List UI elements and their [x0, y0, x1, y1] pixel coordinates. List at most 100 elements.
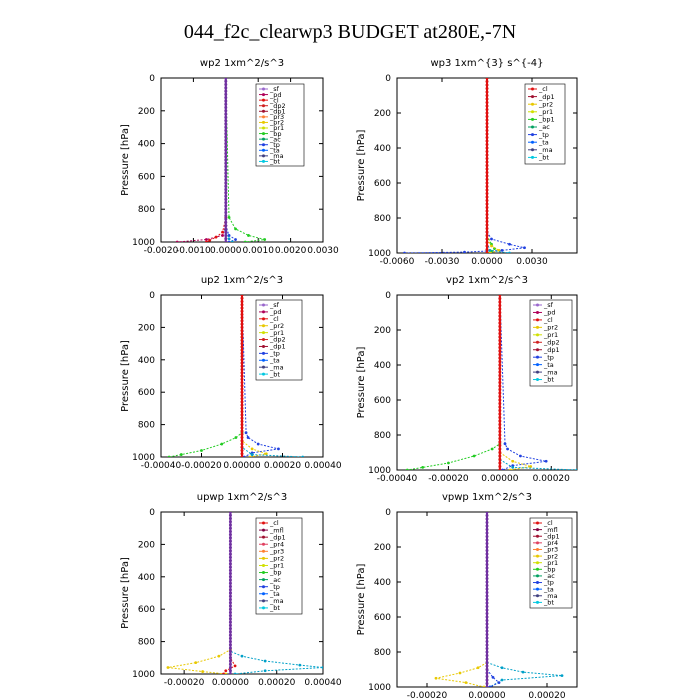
legend-marker — [536, 378, 539, 382]
series-point — [403, 251, 406, 253]
y-tick-label: 400 — [374, 144, 391, 154]
legend-entry: _pr2 — [269, 322, 284, 330]
series-point — [224, 119, 228, 123]
legend-marker — [262, 372, 265, 376]
series-point — [485, 664, 489, 668]
series-point — [485, 171, 489, 174]
series-point — [240, 351, 244, 355]
y-tick-label: 1000 — [132, 238, 155, 248]
y-tick-label: 0 — [149, 291, 155, 301]
series-point — [498, 430, 502, 433]
series-point — [227, 216, 231, 219]
series-point — [485, 640, 489, 643]
legend-marker — [262, 344, 265, 348]
series-point — [240, 355, 244, 359]
legend-entry: _sf — [269, 85, 280, 93]
series-group — [403, 78, 526, 253]
series-point — [485, 139, 489, 143]
legend-entry: _cl — [269, 96, 279, 104]
x-tick-label: 0.00020 — [528, 691, 565, 700]
legend-marker — [536, 547, 539, 551]
series-point — [224, 135, 228, 139]
series-point — [485, 570, 489, 573]
series-point — [240, 319, 244, 323]
legend-marker — [262, 104, 265, 108]
series-point — [485, 633, 489, 636]
legend-entry: _pr1 — [269, 329, 284, 337]
legend-entry: _ta — [269, 590, 280, 598]
series-point — [240, 397, 244, 401]
y-tick-label: 800 — [138, 638, 155, 648]
series-point — [485, 223, 489, 227]
series-point — [434, 676, 438, 680]
series-point — [166, 666, 170, 669]
series-point — [228, 568, 232, 572]
y-axis-label: Pressure [hPa] — [120, 557, 131, 629]
series-point — [447, 461, 450, 465]
series-point — [224, 92, 228, 96]
series-point — [485, 538, 489, 542]
legend-marker — [531, 102, 534, 106]
legend-marker — [262, 338, 265, 342]
series-point — [463, 250, 466, 253]
series-point — [228, 562, 232, 566]
series-point — [227, 240, 231, 242]
series-point — [220, 442, 224, 446]
legend-entry: _cl — [538, 85, 548, 93]
y-tick-label: 1000 — [368, 249, 391, 259]
legend-entry: _ac — [543, 572, 555, 580]
series-point — [485, 563, 489, 566]
x-tick-label: 0.00000 — [481, 474, 518, 484]
x-tick-label: -0.00040 — [141, 461, 182, 471]
series-point — [485, 626, 489, 629]
legend-marker — [536, 340, 539, 344]
series-point — [485, 587, 489, 591]
series-point — [240, 312, 244, 316]
y-tick-label: 200 — [374, 109, 391, 119]
series-point — [497, 248, 501, 252]
y-tick-label: 200 — [374, 543, 391, 553]
legend-marker — [262, 126, 265, 130]
series-point — [485, 661, 489, 664]
series-point — [485, 129, 489, 132]
series-point — [485, 118, 489, 122]
y-tick-label: 0 — [385, 508, 391, 518]
series-point — [485, 552, 489, 556]
y-tick-label: 1000 — [368, 466, 391, 476]
legend-marker — [262, 542, 265, 546]
series-point — [228, 604, 232, 608]
series-point — [503, 442, 507, 446]
series-point — [224, 230, 228, 234]
series-point — [240, 361, 244, 365]
series-point — [498, 342, 502, 346]
series-point — [224, 128, 228, 132]
series-point — [228, 601, 232, 605]
series-point — [458, 671, 462, 675]
legend-entry: _ac — [269, 135, 281, 143]
legend-entry: _bt — [543, 376, 554, 384]
series-point — [498, 423, 502, 426]
series-point — [485, 220, 489, 223]
series-point — [485, 594, 489, 598]
series-point — [240, 419, 244, 423]
series-point — [485, 178, 489, 181]
series-point — [485, 528, 489, 531]
x-tick-label: -0.00040 — [377, 474, 418, 484]
y-tick-label: 400 — [374, 578, 391, 588]
series-point — [224, 178, 228, 182]
series-point — [491, 675, 495, 679]
series-point — [421, 465, 425, 469]
legend-marker — [531, 140, 534, 144]
series-point — [508, 468, 512, 470]
legend-entry: _pr2 — [543, 324, 558, 332]
series-point — [485, 566, 489, 570]
series-point — [224, 125, 228, 129]
series-point — [263, 238, 267, 241]
series-point — [228, 520, 232, 524]
y-tick-label: 200 — [138, 540, 155, 550]
legend-marker — [262, 143, 265, 147]
legend-marker — [536, 561, 539, 565]
series-point — [485, 143, 489, 146]
series-point — [228, 633, 232, 637]
legend-marker — [262, 549, 265, 553]
